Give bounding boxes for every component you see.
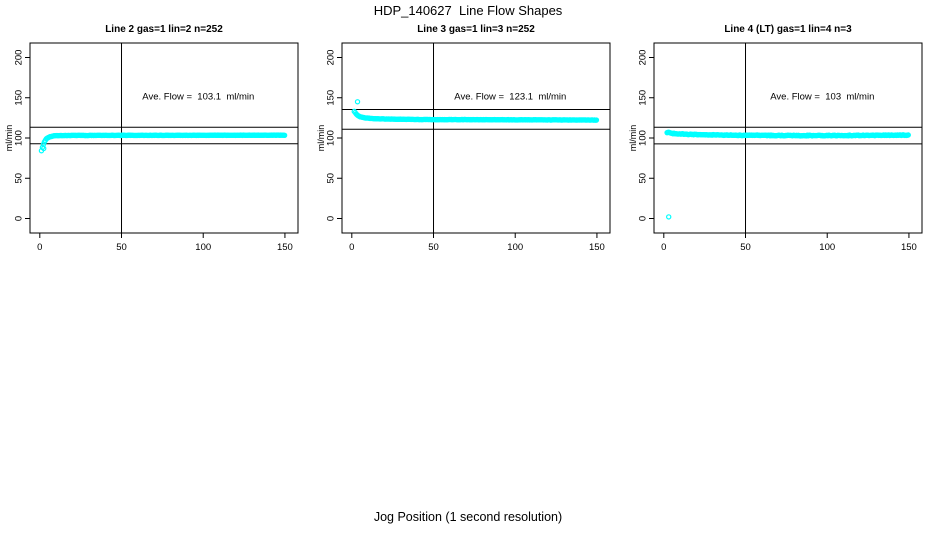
- outlier-point: [41, 145, 47, 152]
- x-tick-label: 150: [589, 242, 605, 253]
- data-series: [664, 129, 911, 220]
- y-tick-label: 200: [14, 50, 25, 66]
- panel-title: Line 2 gas=1 lin=2 n=252: [105, 24, 223, 35]
- x-tick-label: 150: [901, 242, 917, 253]
- y-tick-label: 200: [638, 50, 649, 66]
- data-series: [351, 99, 600, 123]
- panels-row: Line 2 gas=1 lin=2 n=252 0 50 100 150 200 0 50 1…: [0, 18, 936, 270]
- x-tick-label: 150: [277, 242, 293, 253]
- y-tick-label: 100: [638, 130, 649, 146]
- y-axis-unit-label: ml/min: [628, 125, 638, 152]
- panel-plot: Line 3 gas=1 lin=3 n=252 0 50 100 150 200 0 50 1…: [316, 24, 611, 253]
- panel-title: Line 3 gas=1 lin=3 n=252: [417, 24, 535, 35]
- avg-flow-annotation: Ave. Flow = 123.1 ml/min: [454, 91, 566, 102]
- avg-flow-annotation: Ave. Flow = 103.1 ml/min: [142, 91, 254, 102]
- main-title: HDP_140627 Line Flow Shapes: [373, 3, 563, 18]
- x-tick-label: 0: [661, 242, 666, 253]
- y-axis-unit-label: ml/min: [4, 125, 14, 152]
- y-tick-label: 200: [326, 50, 337, 66]
- y-tick-label: 50: [14, 173, 25, 184]
- y-tick-label: 0: [326, 216, 337, 221]
- y-tick-label: 150: [638, 90, 649, 106]
- x-axis-label: Jog Position (1 second resolution): [373, 510, 563, 524]
- x-tick-label: 100: [507, 242, 523, 253]
- data-point: [281, 132, 288, 138]
- flow-panel-line4: Line 4 (LT) gas=1 lin=4 n=3 0 50 100 150 200 0…: [624, 18, 936, 270]
- flow-panel-line3: Line 3 gas=1 lin=3 n=252 0 50 100 150 200 0 50 1…: [312, 18, 624, 270]
- y-axis-unit-label: ml/min: [316, 125, 326, 152]
- x-tick-label: 50: [740, 242, 751, 253]
- x-tick-label: 50: [428, 242, 439, 253]
- data-point: [593, 117, 600, 123]
- x-tick-label: 0: [349, 242, 354, 253]
- plot-box: [341, 42, 611, 234]
- panel-plot: Line 4 (LT) gas=1 lin=4 n=3 0 50 100 150 200 0…: [628, 24, 923, 253]
- y-tick-label: 150: [14, 90, 25, 106]
- x-tick-label: 0: [37, 242, 42, 253]
- x-tick-label: 100: [819, 242, 835, 253]
- y-tick-label: 100: [14, 130, 25, 146]
- data-point: [905, 132, 911, 138]
- y-tick-label: 50: [638, 173, 649, 184]
- avg-flow-annotation: Ave. Flow = 103 ml/min: [770, 91, 874, 102]
- x-tick-label: 100: [195, 242, 211, 253]
- data-series: [38, 132, 288, 154]
- y-tick-label: 150: [326, 90, 337, 106]
- panel-plot: Line 2 gas=1 lin=2 n=252 0 50 100 150 200 0 50 1…: [4, 24, 299, 253]
- outlier-point: [354, 99, 361, 105]
- panel-title: Line 4 (LT) gas=1 lin=4 n=3: [724, 24, 852, 35]
- flow-panel-line2: Line 2 gas=1 lin=2 n=252 0 50 100 150 200 0 50 1…: [0, 18, 312, 270]
- y-tick-label: 50: [326, 173, 337, 184]
- outlier-point: [666, 214, 672, 220]
- y-tick-label: 100: [326, 130, 337, 146]
- y-tick-label: 0: [14, 216, 25, 221]
- x-tick-label: 50: [116, 242, 127, 253]
- y-tick-label: 0: [638, 216, 649, 221]
